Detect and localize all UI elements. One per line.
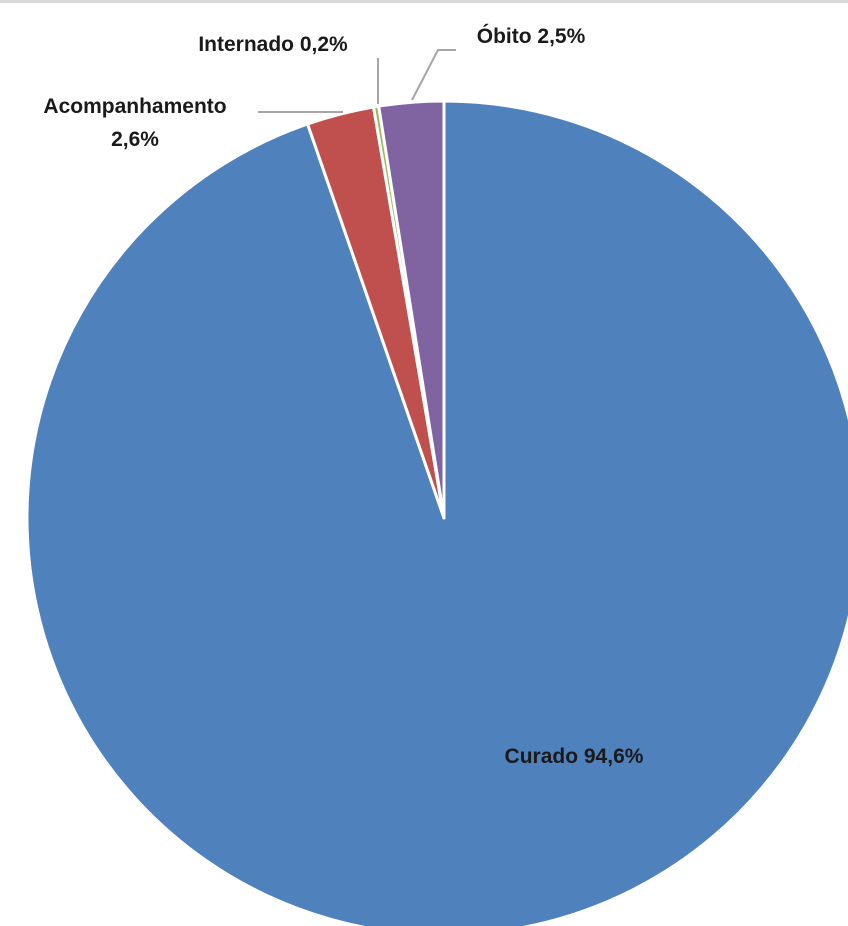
data-label-line: Acompanhamento	[43, 95, 226, 118]
data-labels-layer: Curado 94,6% Acompanhamento 2,6% Internado …	[43, 24, 643, 768]
data-label-line: 2,6%	[111, 128, 159, 151]
data-label-internado: Internado 0,2%	[198, 33, 348, 56]
data-label-line: Curado 94,6%	[505, 745, 644, 768]
data-label-curado: Curado 94,6%	[505, 745, 644, 768]
leader-lines-layer	[258, 49, 456, 113]
data-label-obito: Óbito 2,5%	[477, 24, 586, 48]
data-label-line: Óbito 2,5%	[477, 24, 586, 48]
slices-layer	[25, 99, 848, 926]
pie-slice-obito	[377, 99, 446, 520]
pie-slice-curado	[25, 99, 848, 926]
data-label-acompanhamento: Acompanhamento 2,6%	[43, 95, 226, 151]
pie-chart-svg: Curado 94,6% Acompanhamento 2,6% Internado …	[25, 24, 848, 926]
data-label-line: Internado 0,2%	[198, 33, 348, 56]
leader-line-obito	[411, 49, 456, 101]
